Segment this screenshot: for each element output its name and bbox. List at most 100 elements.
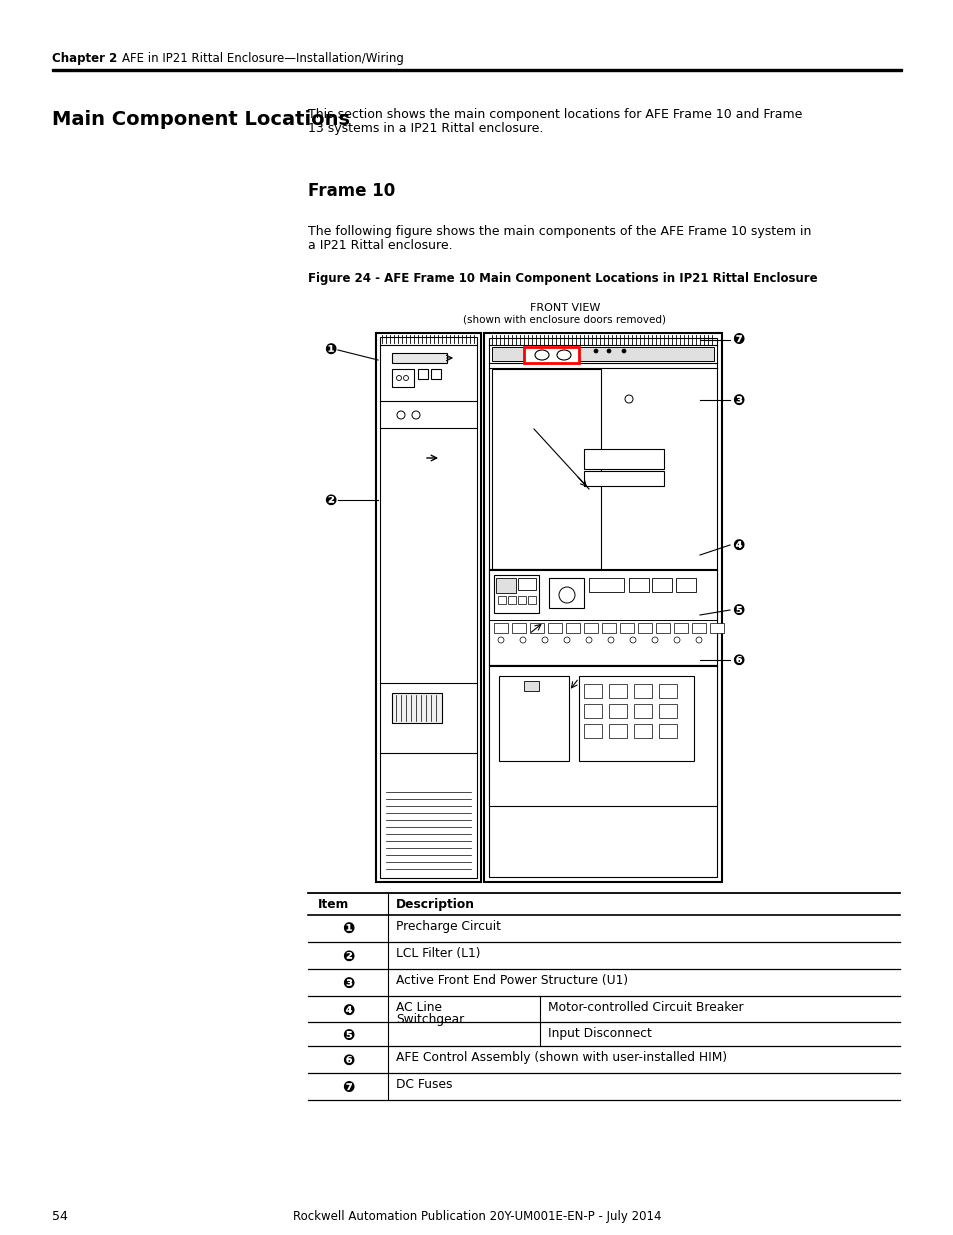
Ellipse shape (557, 350, 571, 359)
Bar (583, 450, 663, 469)
Bar (628, 578, 648, 592)
Bar (583, 684, 601, 698)
Text: ❺: ❺ (731, 603, 743, 618)
Bar (494, 622, 507, 634)
Circle shape (585, 637, 592, 643)
Text: This section shows the main component locations for AFE Frame 10 and Frame: This section shows the main component lo… (308, 107, 801, 121)
Text: Input Disconnect: Input Disconnect (547, 1028, 651, 1040)
Bar (492, 369, 600, 569)
Bar (651, 578, 671, 592)
Bar (659, 684, 677, 698)
Circle shape (396, 411, 405, 419)
Circle shape (621, 350, 625, 353)
Bar (392, 369, 414, 387)
Circle shape (696, 637, 701, 643)
Bar (523, 347, 578, 363)
Circle shape (629, 637, 636, 643)
Bar (507, 597, 516, 604)
Bar (523, 680, 538, 692)
Bar (691, 622, 705, 634)
Bar (588, 578, 623, 592)
Bar (517, 578, 536, 590)
Bar (492, 347, 713, 361)
Text: Precharge Circuit: Precharge Circuit (395, 920, 500, 932)
Bar (709, 622, 723, 634)
Text: Description: Description (395, 898, 475, 911)
Bar (638, 622, 651, 634)
Bar (608, 704, 626, 718)
Circle shape (412, 411, 419, 419)
Bar (483, 333, 721, 882)
Text: ❹: ❹ (341, 1003, 354, 1018)
Bar (498, 676, 568, 761)
Text: Chapter 2: Chapter 2 (52, 52, 117, 65)
Text: AFE Control Assembly (shown with user-installed HIM): AFE Control Assembly (shown with user-in… (395, 1051, 726, 1065)
Bar (583, 622, 598, 634)
Bar (527, 597, 536, 604)
Circle shape (396, 375, 401, 380)
Circle shape (607, 637, 614, 643)
Circle shape (594, 350, 598, 353)
Bar (379, 337, 476, 878)
Bar (548, 578, 583, 608)
Text: LCL Filter (L1): LCL Filter (L1) (395, 947, 480, 960)
Text: ❶: ❶ (323, 342, 335, 357)
Text: ❺: ❺ (341, 1028, 354, 1042)
Bar (608, 724, 626, 739)
Bar (656, 622, 669, 634)
Text: ❶: ❶ (341, 921, 354, 936)
Circle shape (403, 375, 408, 380)
Bar (517, 597, 525, 604)
Text: AFE in IP21 Rittal Enclosure—Installation/Wiring: AFE in IP21 Rittal Enclosure—Installatio… (122, 52, 403, 65)
Text: Active Front End Power Structure (U1): Active Front End Power Structure (U1) (395, 974, 627, 987)
Bar (512, 622, 525, 634)
Circle shape (497, 637, 503, 643)
Ellipse shape (535, 350, 548, 359)
Bar (676, 578, 696, 592)
Text: AC Line: AC Line (395, 1002, 441, 1014)
Bar (673, 622, 687, 634)
Text: Figure 24 - AFE Frame 10 Main Component Locations in IP21 Rittal Enclosure: Figure 24 - AFE Frame 10 Main Component … (308, 272, 817, 285)
Text: ❷: ❷ (323, 493, 335, 508)
Text: ❸: ❸ (731, 393, 743, 408)
Bar (392, 693, 441, 722)
Bar (583, 704, 601, 718)
Bar (530, 622, 543, 634)
Bar (659, 724, 677, 739)
Bar (547, 622, 561, 634)
Text: Frame 10: Frame 10 (308, 182, 395, 200)
Text: Main Component Locations: Main Component Locations (52, 110, 350, 128)
Circle shape (673, 637, 679, 643)
Bar (52, 68, 901, 70)
Circle shape (606, 350, 610, 353)
Bar (489, 571, 717, 664)
Bar (619, 622, 634, 634)
Bar (659, 704, 677, 718)
Text: Item: Item (317, 898, 349, 911)
Circle shape (624, 395, 633, 403)
Bar (489, 666, 717, 806)
Circle shape (563, 637, 569, 643)
Bar (634, 704, 651, 718)
Text: ❷: ❷ (341, 948, 354, 963)
Text: ❼: ❼ (341, 1079, 354, 1094)
Text: a IP21 Rittal enclosure.: a IP21 Rittal enclosure. (308, 240, 452, 252)
Bar (417, 369, 428, 379)
Bar (634, 684, 651, 698)
Bar (496, 578, 516, 593)
Circle shape (519, 637, 525, 643)
Text: Switchgear: Switchgear (395, 1013, 464, 1026)
Bar (634, 724, 651, 739)
Circle shape (651, 637, 658, 643)
Text: DC Fuses: DC Fuses (395, 1078, 452, 1091)
Circle shape (558, 587, 575, 603)
Bar (583, 724, 601, 739)
Text: ❸: ❸ (341, 976, 354, 990)
Bar (392, 353, 447, 363)
Bar (497, 597, 505, 604)
Circle shape (541, 637, 547, 643)
Text: ❻: ❻ (341, 1052, 354, 1067)
Bar (601, 622, 616, 634)
Text: The following figure shows the main components of the AFE Frame 10 system in: The following figure shows the main comp… (308, 225, 810, 238)
Bar (489, 338, 717, 877)
